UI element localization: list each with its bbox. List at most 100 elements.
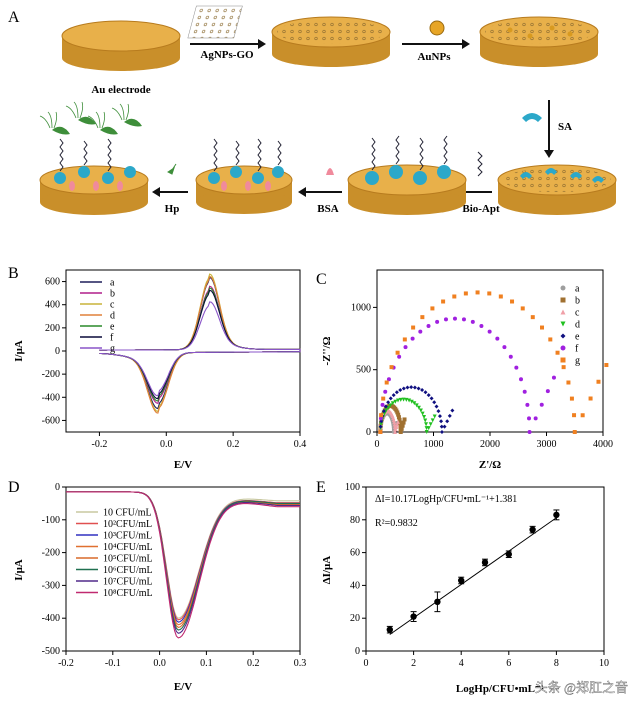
nyquist-point-e — [436, 409, 441, 414]
x-axis-c-tick-label: 3000 — [537, 439, 557, 450]
nyquist-tail-point-f — [545, 389, 550, 394]
nyquist-point-e — [416, 386, 421, 391]
legend-marker-c-g — [560, 357, 566, 363]
nyquist-point-f — [397, 354, 402, 359]
aptamer-icon — [477, 151, 483, 177]
y-axis-c-tick-label: 500 — [356, 365, 371, 376]
legend-label-b-b: b — [110, 289, 115, 300]
nyquist-point-b — [398, 430, 403, 434]
nyquist-point-f — [461, 317, 466, 322]
legend-label-c-c: c — [575, 308, 580, 319]
nyquist-point-d — [412, 401, 417, 406]
legend-marker-c-f — [560, 345, 566, 351]
nyquist-point-f — [435, 319, 440, 324]
x-axis-e-tick-label: 2 — [411, 658, 416, 669]
y-axis-c-tick-label: 1000 — [351, 302, 371, 313]
x-axis-d-tick-label: 0.3 — [294, 658, 307, 669]
legend-label-d: 10⁶CFU/mL — [103, 565, 153, 576]
nyquist-point-d — [393, 399, 398, 404]
arrowhead-left-2 — [298, 187, 306, 197]
step-label-agnps-go: AgNPs-GO — [200, 49, 254, 61]
x-axis-label-c: Z'/Ω — [479, 459, 501, 471]
nyquist-point-f — [378, 416, 383, 421]
y-axis-d-tick-label: -500 — [42, 646, 60, 657]
nyquist-point-d — [388, 403, 393, 408]
nyquist-tail-point-d — [430, 418, 435, 423]
cv-curve-d — [99, 275, 301, 414]
y-axis-d-tick-label: -300 — [42, 580, 60, 591]
nyquist-point-e — [437, 414, 442, 419]
nyquist-point-e — [409, 385, 414, 390]
y-axis-e-tick-label: 80 — [350, 515, 360, 526]
x-axis-e-tick-label: 6 — [506, 658, 511, 669]
nyquist-point-d — [424, 430, 429, 434]
nyquist-points — [378, 290, 609, 434]
nyquist-point-d — [379, 422, 384, 427]
y-axis-e-tick-label: 40 — [350, 580, 360, 591]
nyquist-point-f — [487, 329, 492, 334]
electrode-sa — [497, 164, 617, 215]
dpv-curve — [66, 491, 300, 619]
nyquist-point-g — [498, 294, 503, 299]
x-axis-label-b: E/V — [174, 459, 192, 471]
data-point — [410, 613, 417, 620]
x-axis-b-tick-label: -0.2 — [92, 439, 108, 450]
au-electrode-label: Au electrode — [91, 84, 150, 96]
nyquist-tail-point-e — [447, 413, 452, 418]
nyquist-tail-point-g — [604, 363, 609, 368]
nyquist-point-e — [383, 404, 388, 409]
nyquist-point-e — [386, 400, 391, 405]
cv-curve-f — [99, 289, 301, 400]
legend-label-c-g: g — [575, 356, 580, 367]
y-axis-c-tick-label: 0 — [366, 427, 371, 438]
x-axis-c-tick-label: 1000 — [424, 439, 444, 450]
x-axis-d-tick-label: 0.1 — [200, 658, 213, 669]
nyquist-point-d — [414, 403, 419, 408]
legend-marker-c-e — [560, 333, 566, 339]
nyquist-point-g — [463, 291, 468, 296]
y-axis-d-tick-label: -100 — [42, 515, 60, 526]
nyquist-point-d — [418, 408, 423, 413]
legend-label-b-f: f — [110, 333, 114, 344]
y-axis-b-tick-label: -200 — [42, 369, 60, 380]
nyquist-point-d — [384, 408, 389, 413]
nyquist-tail-point-d — [428, 422, 433, 427]
dpv-curve — [66, 491, 300, 623]
y-axis-e-tick-label: 20 — [350, 613, 360, 624]
x-axis-e-tick-label: 8 — [554, 658, 559, 669]
calibration-points — [386, 509, 560, 635]
x-axis-label-d: E/V — [174, 681, 192, 693]
y-axis-label-b: I/μA — [13, 340, 25, 362]
data-point — [505, 551, 512, 558]
cv-curve-e — [99, 287, 301, 402]
nyquist-point-g — [402, 337, 407, 342]
nyquist-point-f — [426, 323, 431, 328]
nyquist-point-e — [434, 404, 439, 409]
dpv-curve — [66, 491, 300, 629]
legend-marker-c-b — [560, 297, 566, 303]
nyquist-point-g — [520, 306, 525, 311]
step-label-bio-apt: Bio-Apt — [462, 203, 500, 215]
arrowhead-left-3 — [152, 187, 160, 197]
step-label-bsa: BSA — [317, 203, 338, 215]
nyquist-point-b — [396, 415, 401, 420]
electrode-agnps-go — [271, 16, 391, 67]
legend-label-b-d: d — [110, 311, 115, 322]
plot-frame-d — [65, 486, 301, 652]
plot-frame-e — [365, 486, 605, 652]
x-axis-label-e: LogHp/CFU•mL⁻¹ — [456, 683, 544, 695]
arrowhead-2 — [462, 39, 470, 49]
nyquist-point-f — [418, 329, 423, 334]
step-label-sa: SA — [558, 121, 572, 133]
y-axis-label-c: -Z''/Ω — [321, 336, 333, 365]
legend-label-c-e: e — [575, 332, 580, 343]
nyquist-tail-point-e — [442, 424, 447, 429]
nyquist-point-d — [407, 398, 412, 403]
nyquist-point-g — [540, 325, 545, 330]
panel-label-d: D — [8, 479, 20, 496]
x-axis-d-tick-label: 0.2 — [247, 658, 260, 669]
panel-b: B -0.2 0.0 0.2 0.4 -600 -400 -200 0 200 400 600 ab… — [8, 265, 306, 471]
